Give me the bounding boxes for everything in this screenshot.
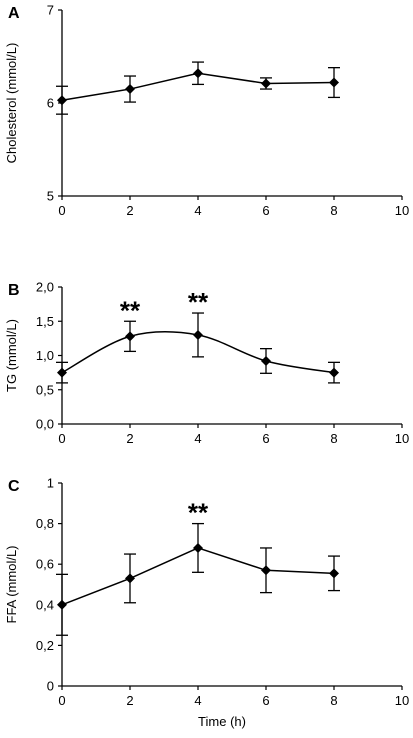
y-tick-label: 0,5 [36, 382, 54, 397]
data-point-marker [125, 84, 135, 95]
y-axis-label: FFA (mmol/L) [4, 545, 19, 623]
x-tick-label: 0 [58, 431, 65, 446]
x-tick-label: 4 [194, 203, 201, 218]
x-tick-label: 2 [126, 693, 133, 708]
data-point-marker [193, 329, 203, 340]
data-point-marker [125, 573, 135, 584]
x-tick-label: 10 [395, 203, 409, 218]
x-tick-label: 2 [126, 431, 133, 446]
y-tick-label: 0,2 [36, 638, 54, 653]
panel-b-tg: B 0,0 0,5 1,0 1,5 2,0 0 2 4 6 8 10 TG (mmol/L) ** ** [4, 280, 409, 447]
x-tick-label: 6 [262, 203, 269, 218]
y-tick-label: 0,8 [36, 516, 54, 531]
x-tick-label: 8 [330, 203, 337, 218]
x-tick-label: 8 [330, 693, 337, 708]
x-tick-label: 4 [194, 431, 201, 446]
significance-marker: ** [188, 287, 209, 317]
y-tick-label: 1,5 [36, 314, 54, 329]
data-point-marker [261, 355, 271, 366]
y-tick-label: 1 [47, 476, 54, 491]
x-tick-label: 0 [58, 693, 65, 708]
data-point-marker [329, 367, 339, 378]
data-point-marker [261, 78, 271, 89]
x-tick-label: 10 [395, 693, 409, 708]
y-tick-label: 2,0 [36, 280, 54, 295]
x-tick-label: 6 [262, 693, 269, 708]
y-tick-label: 7 [47, 3, 54, 18]
y-tick-label: 0,0 [36, 417, 54, 432]
significance-marker: ** [188, 498, 209, 528]
data-point-marker [329, 568, 339, 579]
panel-a-cholesterol: A 5 6 7 0 2 4 6 8 10 Cholesterol (mmol/L) [4, 3, 409, 219]
y-tick-label: 5 [47, 189, 54, 204]
y-tick-label: 0 [47, 679, 54, 694]
data-point-marker [57, 95, 67, 106]
y-tick-label: 0,4 [36, 597, 54, 612]
panel-letter: B [8, 282, 20, 299]
y-axis-label: TG (mmol/L) [4, 319, 19, 392]
panel-letter: A [8, 5, 20, 22]
data-point-marker [329, 77, 339, 88]
x-tick-label: 2 [126, 203, 133, 218]
x-tick-label: 8 [330, 431, 337, 446]
data-point-marker [193, 542, 203, 553]
x-tick-label: 0 [58, 203, 65, 218]
y-tick-label: 1,0 [36, 348, 54, 363]
y-tick-label: 0,6 [36, 557, 54, 572]
data-point-marker [125, 331, 135, 342]
y-axis-label: Cholesterol (mmol/L) [4, 43, 19, 164]
data-point-marker [193, 68, 203, 79]
significance-marker: ** [120, 295, 141, 325]
x-tick-label: 4 [194, 693, 201, 708]
data-point-marker [261, 565, 271, 576]
x-tick-label: 6 [262, 431, 269, 446]
x-tick-label: 10 [395, 431, 409, 446]
data-point-marker [57, 367, 67, 378]
panel-letter: C [8, 478, 20, 495]
data-point-marker [57, 599, 67, 610]
y-tick-label: 6 [47, 96, 54, 111]
x-axis-label: Time (h) [198, 714, 246, 729]
